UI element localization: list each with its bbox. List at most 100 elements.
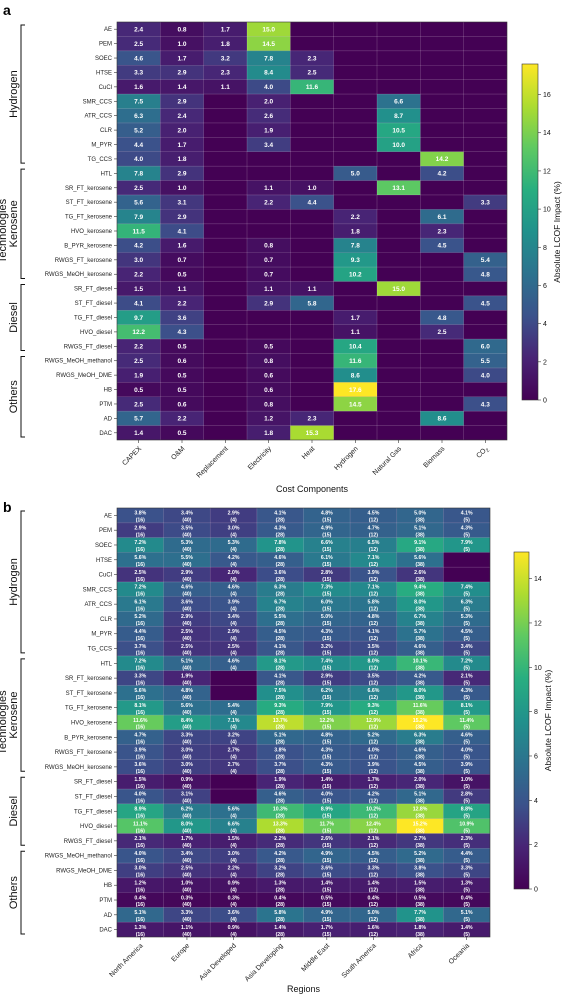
heatmap-cell: [117, 122, 161, 138]
cell-count-label: (5): [464, 725, 471, 731]
cell-count-label: (4): [230, 518, 237, 524]
group-bracket: [20, 658, 25, 772]
heatmap-cell: [396, 508, 444, 523]
cell-count-label: (28): [276, 636, 285, 642]
heatmap-cell: [163, 922, 211, 937]
heatmap-cell: [256, 877, 304, 893]
heatmap-cell: [160, 122, 204, 138]
y-tick-label-dac: DAC: [99, 431, 112, 437]
cell-value-label: 7.8: [134, 171, 143, 178]
colorbar-tick-label: 10: [543, 207, 551, 214]
cell-count-label: (16): [136, 887, 145, 893]
cell-value-label: 1.7: [177, 55, 186, 62]
heatmap-cell: [420, 238, 464, 253]
cell-count-label: (4): [230, 725, 237, 731]
heatmap-cell: [396, 626, 444, 642]
heatmap-cell: [256, 892, 304, 908]
cell-value-label: 1.8: [221, 41, 230, 48]
cell-value-label: 2.3: [221, 70, 230, 77]
x-tick-label-europe: Europe: [170, 942, 191, 963]
heatmap-cell: [163, 907, 211, 923]
heatmap-cell: [350, 670, 397, 686]
cell-value-label: 3.3: [134, 70, 143, 77]
cell-value-label: 10.3%: [273, 807, 288, 813]
cell-value-label: 2.9%: [228, 511, 240, 517]
heatmap-cell: [303, 611, 351, 627]
y-tick-label-hvo-kerosene: HVO_kerosene: [71, 721, 113, 727]
heatmap-cell: [350, 508, 397, 523]
heatmap-cell: [160, 238, 204, 253]
colorbar-tick-label: 2: [543, 359, 547, 366]
heatmap-cell: [203, 36, 247, 51]
cell-value-label: 1.9: [264, 127, 273, 134]
heatmap-cell: [117, 729, 164, 745]
y-tick-label-st-ft-kerosene: ST_FT_kerosene: [66, 200, 113, 206]
cell-value-label: 4.3: [177, 329, 186, 336]
cell-count-label: (4): [230, 606, 237, 612]
colorbar-title: Absolute LCOF Impact (%): [552, 181, 562, 283]
colorbar-title: Absolute LCOF Impact (%): [543, 670, 553, 772]
heatmap-cell: [333, 353, 377, 368]
cell-count-label: (40): [182, 636, 191, 642]
heatmap-cell: [163, 789, 211, 804]
cell-count-label: (28): [276, 873, 285, 879]
cell-value-label: 3.8%: [134, 511, 146, 517]
cell-value-label: 1.9%: [274, 777, 286, 783]
heatmap-cell: [117, 803, 164, 819]
cell-value-label: 0.5%: [321, 895, 333, 901]
y-tick-label-rwgs-ft-kerosene: RWGS_FT_kerosene: [55, 258, 113, 264]
x-axis-title: Cost Components: [276, 484, 349, 494]
cell-value-label: 3.5%: [368, 644, 380, 650]
cell-value-label: 5.2%: [414, 851, 426, 857]
cell-count-label: (4): [230, 902, 237, 908]
cell-count-label: (38): [415, 710, 424, 716]
cell-value-label: 7.4%: [321, 659, 333, 665]
heatmap-cell: [117, 281, 161, 296]
heatmap-cell: [117, 655, 164, 671]
cell-value-label: 1.4%: [274, 925, 286, 931]
heatmap-cell: [163, 641, 211, 656]
heatmap-cell: [303, 892, 351, 908]
cell-value-label: 0.8: [264, 358, 273, 365]
cell-count-label: (15): [322, 740, 331, 746]
cell-value-label: 7.1%: [228, 718, 240, 724]
cell-value-label: 1.4%: [368, 880, 380, 886]
heatmap-cell: [247, 382, 291, 397]
cell-count-label: (40): [182, 843, 191, 849]
heatmap-cell: [256, 685, 304, 701]
cell-count-label: (4): [230, 769, 237, 775]
cell-count-label: (16): [136, 606, 145, 612]
cell-value-label: 1.7: [177, 142, 186, 149]
cell-count-label: (38): [415, 592, 424, 598]
heatmap-cell: [160, 79, 204, 95]
heatmap-cell: [210, 567, 257, 582]
heatmap-cell: [377, 180, 421, 195]
heatmap-cell: [210, 907, 257, 923]
cell-count-label: (38): [415, 769, 424, 775]
heatmap-cell: [256, 581, 304, 597]
cell-value-label: 2.9: [177, 171, 186, 178]
cell-value-label: 9.3: [351, 257, 360, 264]
heatmap-cell: [160, 396, 204, 412]
cell-count-label: (12): [369, 562, 378, 568]
heatmap-cell: [163, 803, 211, 819]
heatmap-cell: [303, 685, 351, 701]
colorbar-tick-label: 14: [534, 576, 542, 583]
heatmap-cell: [333, 166, 377, 181]
cell-count-label: (12): [369, 843, 378, 849]
heatmap-cell: [247, 267, 291, 282]
heatmap-cell: [210, 922, 257, 937]
cell-value-label: 11.6%: [413, 703, 428, 709]
cell-count-label: (15): [322, 843, 331, 849]
cell-count-label: (40): [182, 562, 191, 568]
cell-count-label: (4): [230, 532, 237, 538]
x-tick-label-electricity: Electricity: [247, 445, 273, 471]
cell-value-label: 7.5: [134, 99, 143, 106]
heatmap-cell: [443, 700, 490, 716]
cell-value-label: 3.3%: [461, 866, 473, 872]
heatmap-cell: [117, 151, 161, 167]
cell-value-label: 6.0: [481, 344, 490, 351]
x-tick-label-north-america: North America: [108, 942, 144, 978]
heatmap-cell: [350, 877, 397, 893]
cell-count-label: (28): [276, 621, 285, 627]
